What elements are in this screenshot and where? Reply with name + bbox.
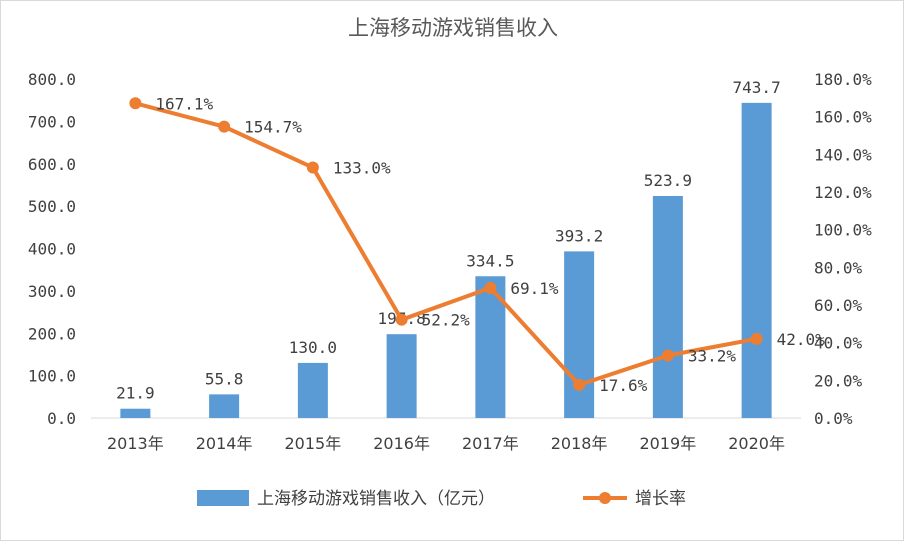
bar-value-label: 21.9: [116, 384, 155, 403]
category-label: 2020年: [728, 434, 785, 453]
right-tick-label: 80.0%: [814, 258, 863, 277]
right-tick-label: 60.0%: [814, 296, 863, 315]
legend-bar-swatch: [197, 490, 249, 506]
growth-rate-point: [750, 332, 763, 345]
legend-line-label: 增长率: [635, 489, 686, 509]
left-tick-label: 800.0: [28, 70, 76, 89]
right-tick-label: 100.0%: [814, 221, 872, 240]
growth-rate-line: [134, 101, 757, 387]
bar: [386, 334, 417, 418]
growth-rate-label: 42.0%: [777, 330, 826, 349]
bar-value-label: 55.8: [205, 369, 244, 388]
growth-rate-point: [573, 378, 586, 391]
bar: [741, 102, 772, 419]
chart-title: 上海移动游戏销售收入: [348, 16, 558, 40]
category-label: 2016年: [373, 434, 430, 453]
right-tick-label: 0.0%: [814, 409, 853, 428]
left-tick-label: 0.0: [47, 409, 76, 428]
growth-rate-point: [395, 313, 408, 326]
bar-value-label: 130.0: [289, 338, 337, 357]
category-label: 2019年: [640, 434, 697, 453]
left-tick-label: 600.0: [28, 155, 76, 174]
line-series: 167.1% 154.7% 133.0% 52.2% 69.1% 17.6% 33.2% 42…: [129, 94, 825, 395]
bar: [120, 408, 151, 418]
growth-rate-point: [484, 281, 497, 294]
bar-value-label: 393.2: [555, 226, 603, 245]
category-label: 2018年: [551, 434, 608, 453]
growth-rate-label: 33.2%: [688, 346, 737, 365]
growth-rate-label: 154.7%: [244, 118, 302, 137]
growth-rate-point: [218, 120, 231, 133]
right-tick-label: 20.0%: [814, 371, 863, 390]
growth-rate-point: [129, 97, 142, 110]
category-label: 2014年: [196, 434, 253, 453]
bar-value-label: 334.5: [466, 251, 514, 270]
legend-bar-label: 上海移动游戏销售收入（亿元）: [257, 489, 495, 509]
legend: 上海移动游戏销售收入（亿元） 增长率: [197, 489, 686, 509]
right-tick-label: 180.0%: [814, 70, 872, 89]
left-tick-label: 200.0: [28, 324, 76, 343]
bar-value-label: 743.7: [733, 78, 781, 97]
left-tick-label: 700.0: [28, 112, 76, 131]
category-label: 2015年: [285, 434, 342, 453]
right-tick-label: 120.0%: [814, 183, 872, 202]
growth-rate-label: 167.1%: [155, 94, 213, 113]
right-tick-label: 160.0%: [814, 108, 872, 127]
right-tick-label: 140.0%: [814, 145, 872, 164]
right-tick-label: 40.0%: [814, 334, 863, 353]
left-tick-label: 100.0: [28, 367, 76, 386]
bar: [209, 394, 240, 418]
category-label: 2013年: [107, 434, 164, 453]
bar: [564, 251, 595, 418]
category-axis: 2013年 2014年 2015年 2016年 2017年 2018年 2019年 2020年: [107, 434, 785, 453]
growth-rate-label: 52.2%: [422, 311, 471, 330]
bar: [297, 362, 328, 418]
growth-rate-label: 17.6%: [599, 376, 648, 395]
bar: [652, 195, 683, 418]
growth-rate-point: [661, 349, 674, 362]
category-label: 2017年: [462, 434, 519, 453]
right-axis: 0.0% 20.0% 40.0% 60.0% 80.0% 100.0% 120.0% 140.…: [814, 70, 872, 428]
left-tick-label: 400.0: [28, 240, 76, 259]
left-tick-label: 300.0: [28, 282, 76, 301]
growth-rate-point: [306, 161, 319, 174]
left-tick-label: 500.0: [28, 197, 76, 216]
growth-rate-label: 133.0%: [333, 159, 391, 178]
legend-line-marker: [599, 492, 611, 504]
left-axis: 0.0 100.0 200.0 300.0 400.0 500.0 600.0 700.0 80…: [28, 70, 801, 428]
bar-value-label: 523.9: [644, 171, 692, 190]
growth-rate-label: 69.1%: [510, 279, 559, 298]
